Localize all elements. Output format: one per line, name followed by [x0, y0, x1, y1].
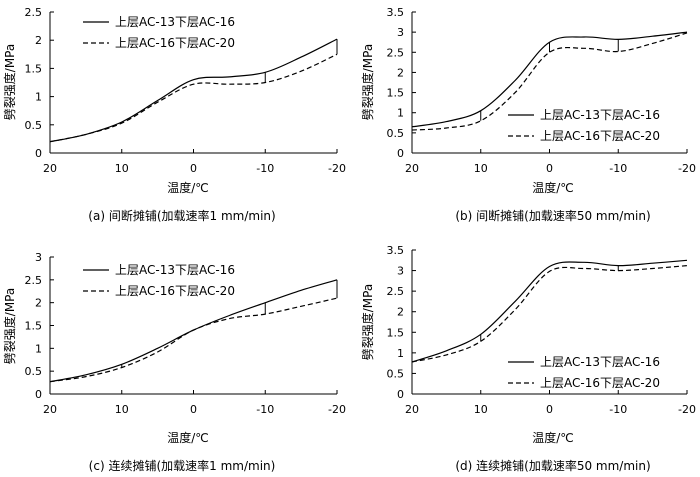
y-tick-label: 1.5	[387, 326, 405, 339]
series-line-1	[411, 31, 688, 128]
x-tick-label: 10	[474, 162, 488, 175]
panel-caption: (d) 连续摊铺(加载速率50 mm/min)	[455, 458, 650, 473]
x-tick-label: 10	[474, 403, 488, 416]
legend-label: 上层AC-16下层AC-20	[115, 36, 235, 50]
y-tick-label: 1.5	[25, 320, 43, 333]
y-tick-label: 0.5	[25, 119, 43, 132]
y-tick-label: 3	[35, 251, 42, 264]
legend-label: 上层AC-16下层AC-20	[115, 284, 235, 298]
y-tick-label: 0	[35, 147, 42, 160]
legend-label: 上层AC-13下层AC-16	[540, 355, 660, 369]
series-line-2	[49, 297, 338, 383]
legend-label: 上层AC-13下层AC-16	[115, 15, 235, 29]
y-tick-label: 1	[397, 347, 404, 360]
y-axis-label: 劈裂强度/MPa	[360, 284, 375, 360]
legend-label: 上层AC-13下层AC-16	[540, 108, 660, 122]
y-tick-label: 1.5	[387, 87, 405, 100]
panel-caption: (c) 连续摊铺(加载速率1 mm/min)	[89, 458, 276, 473]
y-tick-label: 2.5	[25, 274, 43, 287]
series-line-2	[411, 265, 688, 363]
chart-panel-1: 0 0.5 1 1.5 2 2.5 20 10 0 -10 -20 温度/℃ 劈裂强度/MPa 上层AC-…	[2, 6, 346, 223]
x-tick-label: -20	[328, 403, 346, 416]
x-tick-label: 0	[546, 162, 553, 175]
y-tick-label: 3.5	[387, 244, 405, 257]
x-tick-label: 0	[190, 162, 197, 175]
x-tick-label: -10	[256, 403, 274, 416]
y-tick-label: 2.5	[387, 285, 405, 298]
chart-panel-2: 0 0.5 1 1.5 2 2.5 3 3.5 20 10 0 -10 -20 温度/℃ 劈裂强度/MPa 上…	[360, 6, 696, 223]
y-tick-label: 1.5	[25, 62, 43, 75]
x-tick-label: 10	[115, 162, 129, 175]
x-tick-label: -20	[678, 403, 696, 416]
y-tick-label: 2	[35, 34, 42, 47]
y-tick-label: 0.5	[387, 127, 405, 140]
legend-label: 上层AC-16下层AC-20	[540, 129, 660, 143]
x-axis-label: 温度/℃	[167, 430, 209, 445]
x-tick-label: 20	[405, 403, 419, 416]
series-line-2	[49, 53, 338, 143]
x-tick-label: -10	[256, 162, 274, 175]
chart-panel-4: 0 0.5 1 1.5 2 2.5 3 3.5 20 10 0 -10 -20 温度/℃ 劈裂强度/MPa 上…	[360, 244, 696, 473]
x-tick-label: 0	[190, 403, 197, 416]
y-tick-label: 2	[35, 297, 42, 310]
x-tick-label: 0	[546, 403, 553, 416]
x-tick-label: -10	[609, 162, 627, 175]
series-line-2	[411, 32, 688, 131]
y-tick-label: 3.5	[387, 6, 405, 19]
x-tick-label: -10	[609, 403, 627, 416]
y-tick-label: 0.5	[387, 367, 405, 380]
y-tick-label: 0	[35, 388, 42, 401]
x-tick-label: -20	[678, 162, 696, 175]
x-tick-label: -20	[328, 162, 346, 175]
y-tick-label: 3	[397, 26, 404, 39]
legend-label: 上层AC-13下层AC-16	[115, 263, 235, 277]
series-line-1	[49, 38, 338, 143]
y-tick-label: 2.5	[387, 46, 405, 59]
x-axis-label: 温度/℃	[532, 180, 574, 195]
panel-caption: (b) 间断摊铺(加载速率50 mm/min)	[455, 208, 650, 223]
series-line-1	[411, 259, 688, 363]
y-tick-label: 2	[397, 306, 404, 319]
legend-label: 上层AC-16下层AC-20	[540, 376, 660, 390]
y-tick-label: 1	[397, 107, 404, 120]
y-tick-label: 0	[397, 147, 404, 160]
y-tick-label: 3	[397, 265, 404, 278]
y-tick-label: 1	[35, 342, 42, 355]
x-tick-label: 20	[43, 403, 57, 416]
y-axis-label: 劈裂强度/MPa	[2, 44, 17, 120]
y-tick-label: 0	[397, 388, 404, 401]
y-tick-label: 2.5	[25, 6, 43, 19]
y-axis-label: 劈裂强度/MPa	[2, 288, 17, 364]
chart-panel-3: 0 0.5 1 1.5 2 2.5 3 20 10 0 -10 -20 温度/℃ 劈裂强度/MPa 上层AC…	[2, 251, 346, 473]
x-axis-label: 温度/℃	[532, 430, 574, 445]
x-tick-label: 10	[115, 403, 129, 416]
y-tick-label: 1	[35, 91, 42, 104]
y-tick-label: 2	[397, 66, 404, 79]
panel-caption: (a) 间断摊铺(加载速率1 mm/min)	[88, 208, 275, 223]
y-tick-label: 0.5	[25, 365, 43, 378]
x-tick-label: 20	[405, 162, 419, 175]
y-axis-label: 劈裂强度/MPa	[360, 44, 375, 120]
x-tick-label: 20	[43, 162, 57, 175]
x-axis-label: 温度/℃	[167, 180, 209, 195]
